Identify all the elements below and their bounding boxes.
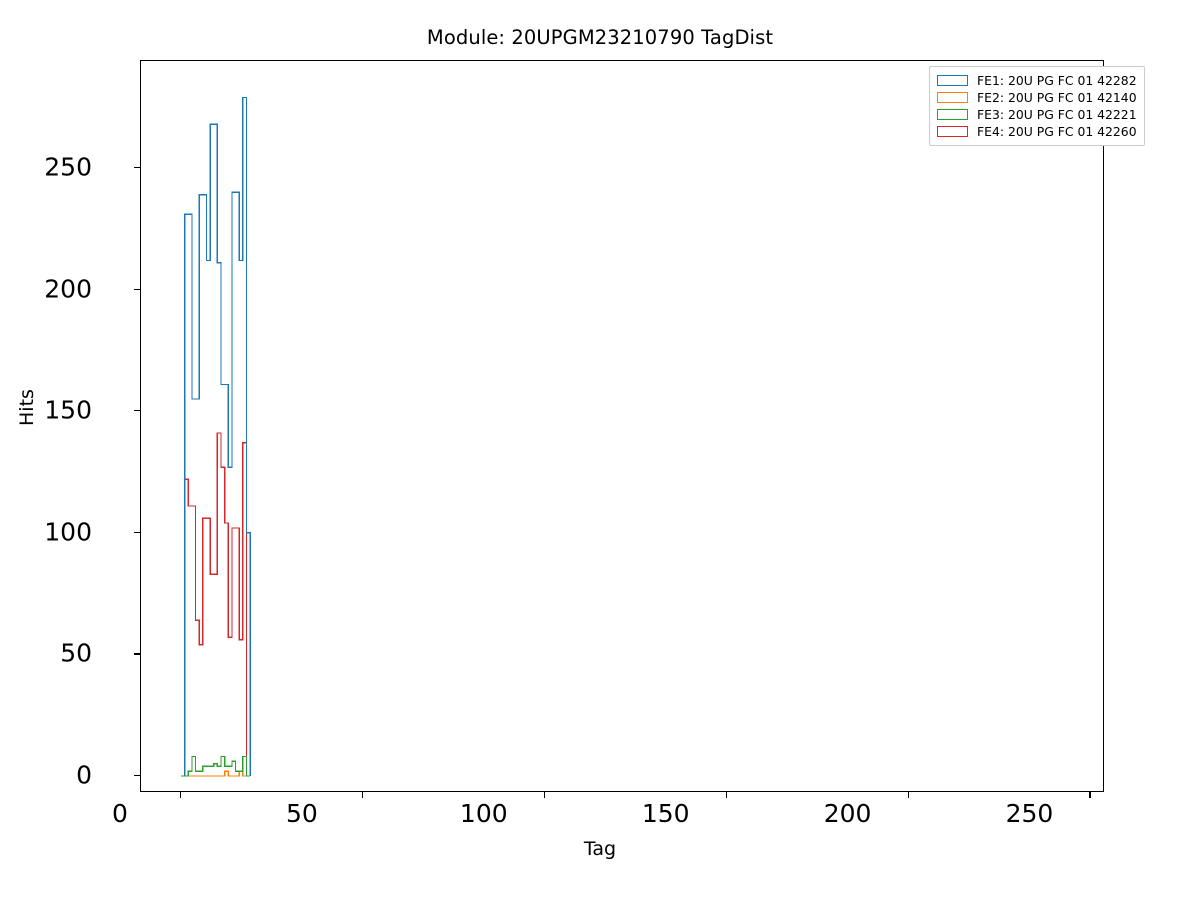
series-line-fe1 <box>181 96 251 777</box>
y-tick-label: 50 <box>60 638 92 668</box>
x-tick-label: 150 <box>641 799 690 828</box>
legend-swatch <box>937 75 968 86</box>
x-tick-label: 50 <box>285 799 318 828</box>
chart-legend: FE1: 20U PG FC 01 42282 FE2: 20U PG FC 01… <box>929 66 1145 146</box>
y-tick-mark <box>134 288 140 290</box>
y-tick-mark <box>134 410 140 412</box>
legend-swatch <box>937 126 968 137</box>
legend-label: FE1: 20U PG FC 01 42282 <box>977 73 1137 88</box>
legend-item: FE2: 20U PG FC 01 42140 <box>937 89 1137 106</box>
y-tick-label: 0 <box>76 760 92 790</box>
y-tick-mark <box>134 531 140 534</box>
x-tick-mark <box>907 792 909 798</box>
y-axis-label: Hits <box>16 389 38 426</box>
plot-svg <box>181 96 251 777</box>
y-tick-label: 150 <box>44 395 92 425</box>
x-tick-label: 200 <box>823 799 872 828</box>
series-line-fe3 <box>181 755 251 777</box>
legend-label: FE3: 20U PG FC 01 42221 <box>977 107 1137 122</box>
legend-label: FE2: 20U PG FC 01 42140 <box>977 90 1137 105</box>
series-line-fe4 <box>181 432 251 777</box>
x-tick-label: 0 <box>112 799 128 828</box>
legend-item: FE1: 20U PG FC 01 42282 <box>937 72 1137 89</box>
plot-area <box>140 60 1104 792</box>
y-tick-mark <box>134 774 140 777</box>
legend-swatch <box>937 109 968 120</box>
x-axis-label: Tag <box>583 838 617 860</box>
x-tick-label: 250 <box>1005 799 1054 828</box>
x-tick-mark <box>1089 792 1091 798</box>
legend-item: FE3: 20U PG FC 01 42221 <box>937 106 1137 123</box>
y-tick-label: 200 <box>44 274 92 304</box>
legend-swatch <box>937 92 968 103</box>
x-tick-mark <box>180 792 182 798</box>
y-tick-label: 250 <box>44 152 92 182</box>
legend-item: FE4: 20U PG FC 01 42260 <box>937 123 1137 140</box>
x-tick-label: 100 <box>459 799 508 828</box>
y-tick-mark <box>134 167 140 169</box>
x-tick-mark <box>361 792 364 798</box>
legend-label: FE4: 20U PG FC 01 42260 <box>977 124 1137 139</box>
series-line-fe2 <box>181 770 251 777</box>
x-tick-mark <box>725 792 727 798</box>
x-tick-mark <box>543 792 546 798</box>
y-tick-label: 100 <box>44 517 92 547</box>
y-tick-mark <box>134 653 140 655</box>
chart-title: Module: 20UPGM23210790 TagDist <box>426 26 774 49</box>
